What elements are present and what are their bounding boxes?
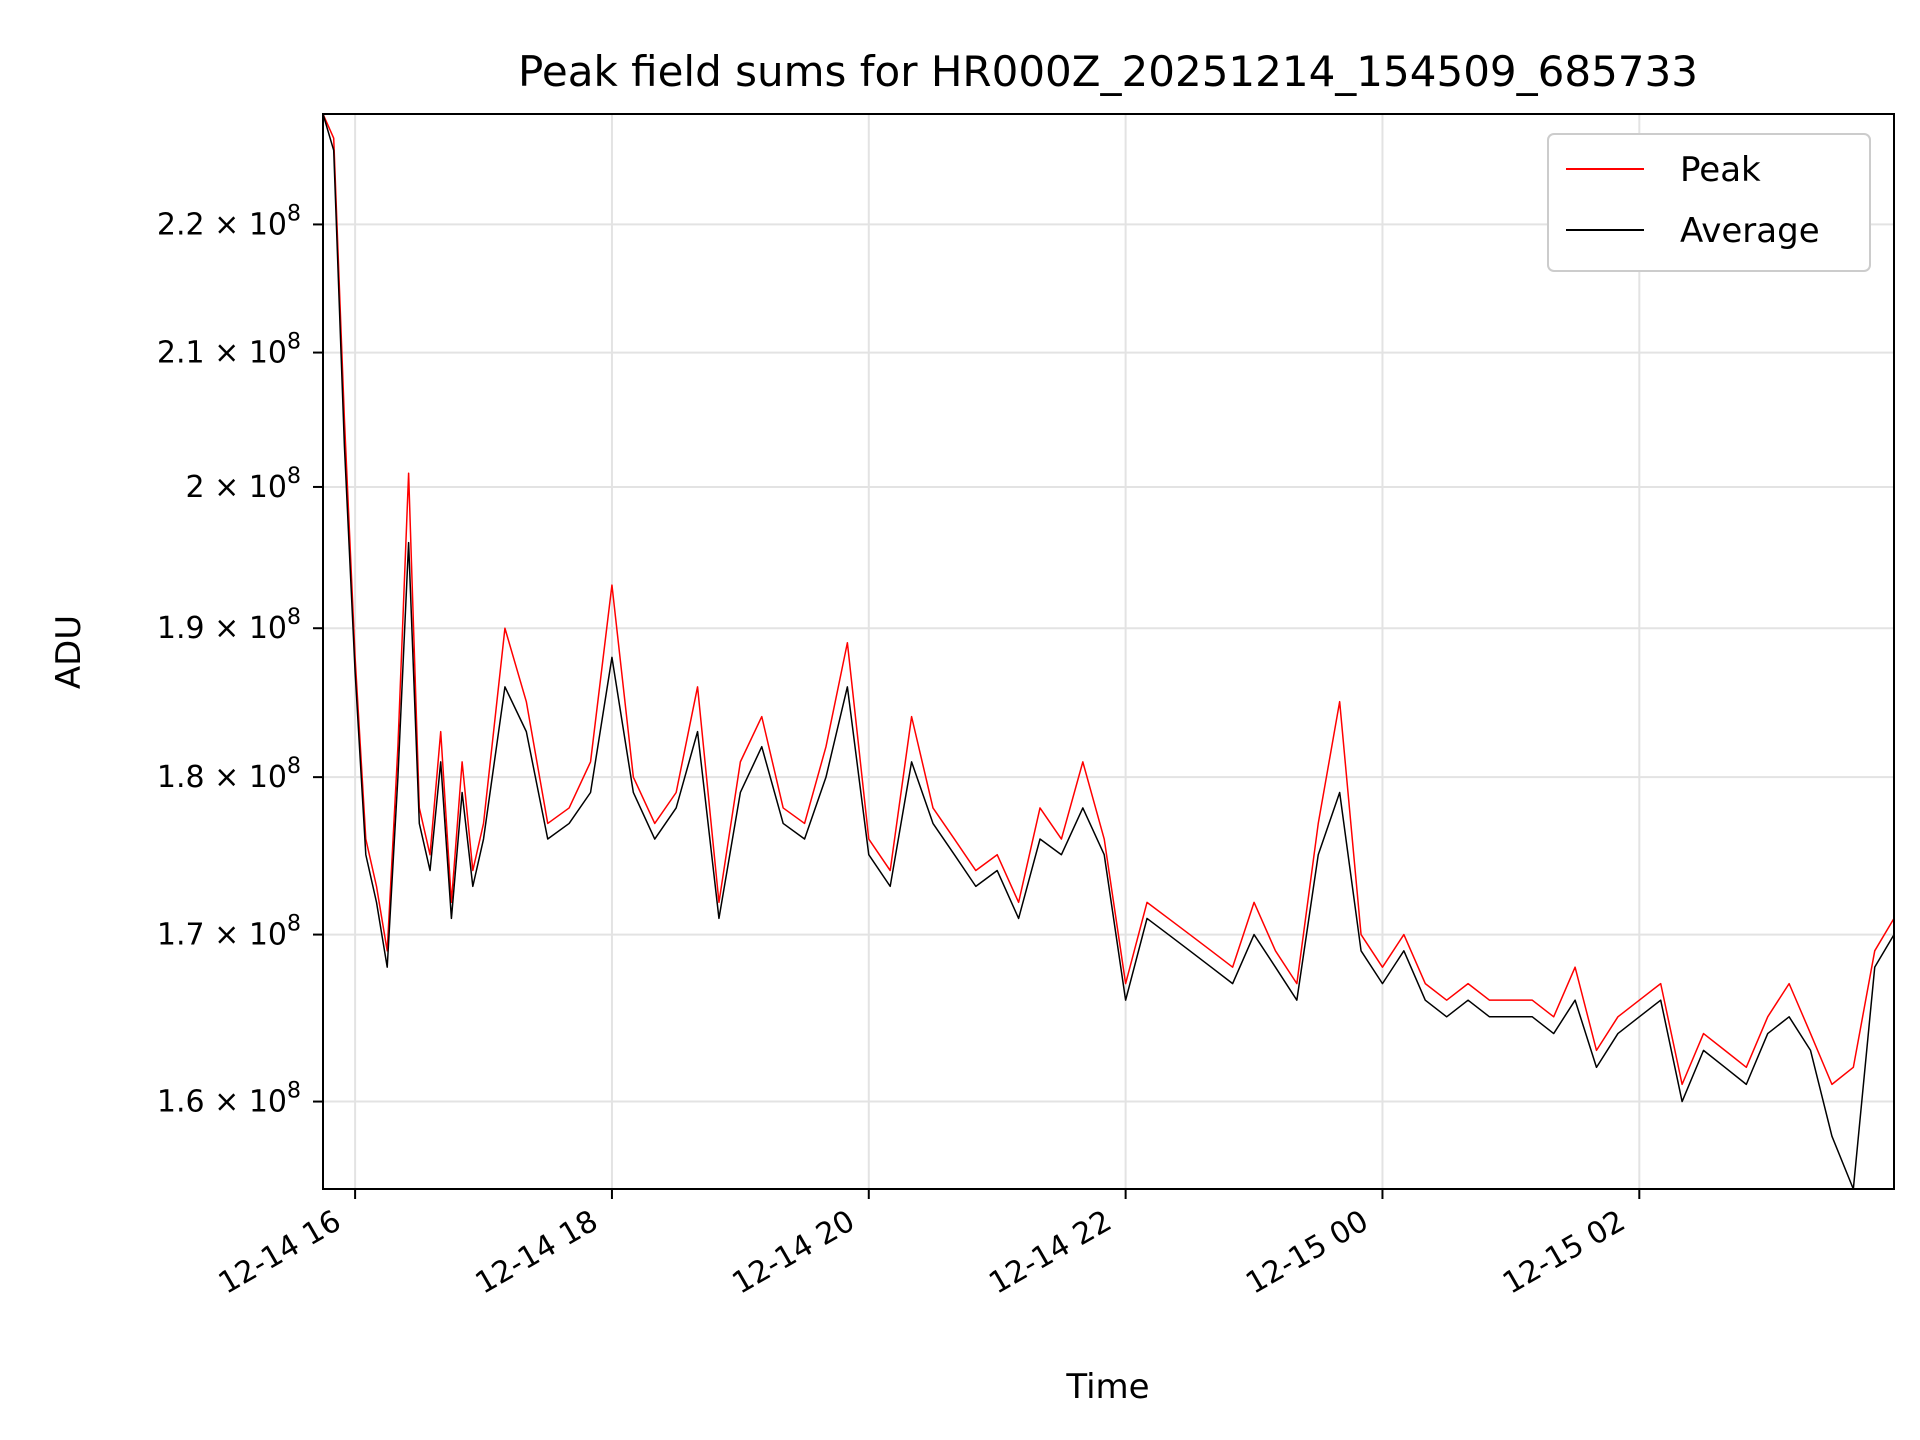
y-tick-label-4: 2 × 108 bbox=[186, 464, 301, 505]
legend: Peak Average bbox=[1547, 133, 1871, 272]
y-tick-label-0: 1.6 × 108 bbox=[157, 1079, 301, 1120]
y-tick-label-5: 2.1 × 108 bbox=[157, 330, 301, 371]
y-tick-label-1: 1.7 × 108 bbox=[157, 912, 301, 953]
series-line-peak bbox=[322, 113, 1895, 1086]
y-tick-label-6: 2.2 × 108 bbox=[157, 201, 301, 242]
grid-layer bbox=[323, 114, 1894, 1189]
x-axis-title: Time bbox=[1065, 1367, 1149, 1407]
chart-title: Peak field sums for HR000Z_20251214_1545… bbox=[518, 47, 1698, 96]
y-tick-label-3: 1.9 × 108 bbox=[157, 605, 301, 646]
series-layer bbox=[322, 113, 1895, 1190]
y-axis: 1.6 × 108 1.7 × 108 1.8 × 108 1.9 × 108 2 × … bbox=[157, 201, 323, 1120]
y-axis-title: ADU bbox=[49, 615, 89, 689]
legend-peak-label: Peak bbox=[1680, 150, 1761, 190]
series-line-average bbox=[322, 113, 1895, 1190]
y-tick-label-2: 1.8 × 108 bbox=[157, 754, 301, 795]
plot-area-frame bbox=[322, 113, 1895, 1190]
legend-average-label: Average bbox=[1680, 211, 1820, 251]
